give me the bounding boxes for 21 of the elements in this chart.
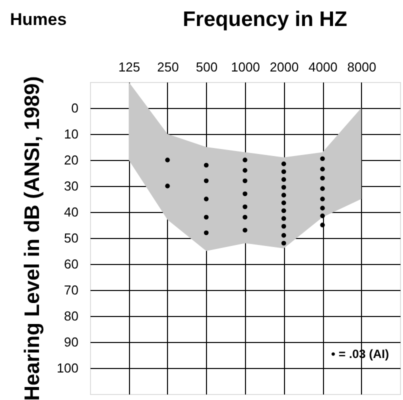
y-tick-label: 50 xyxy=(64,230,78,246)
chart-title: Frequency in HZ xyxy=(182,8,348,31)
text: Humes xyxy=(10,10,67,29)
y-tick-label: 70 xyxy=(64,282,78,298)
x-tick-label: 2000 xyxy=(270,60,299,74)
y-tick-label: 80 xyxy=(64,308,78,324)
x-tick-label: 1000 xyxy=(231,60,260,74)
y-tick-label: 20 xyxy=(64,152,78,168)
x-tick-label: 8000 xyxy=(347,60,376,74)
y-tick-label: 0 xyxy=(71,100,78,116)
x-tick-label: 125 xyxy=(118,60,140,74)
y-tick-label: 100 xyxy=(56,360,78,376)
x-tick-label: 500 xyxy=(196,60,218,74)
y-tick-label: 60 xyxy=(64,256,78,272)
y-tick-label: 40 xyxy=(64,204,78,220)
y-axis-title: Hearing Level in dB (ANSI, 1989) xyxy=(20,76,44,400)
y-tick-label: 10 xyxy=(64,126,78,142)
x-tick-label: 250 xyxy=(157,60,179,74)
y-tick-label: 90 xyxy=(64,334,78,350)
x-tick-label: 4000 xyxy=(308,60,338,74)
y-tick-label: 30 xyxy=(64,178,78,194)
